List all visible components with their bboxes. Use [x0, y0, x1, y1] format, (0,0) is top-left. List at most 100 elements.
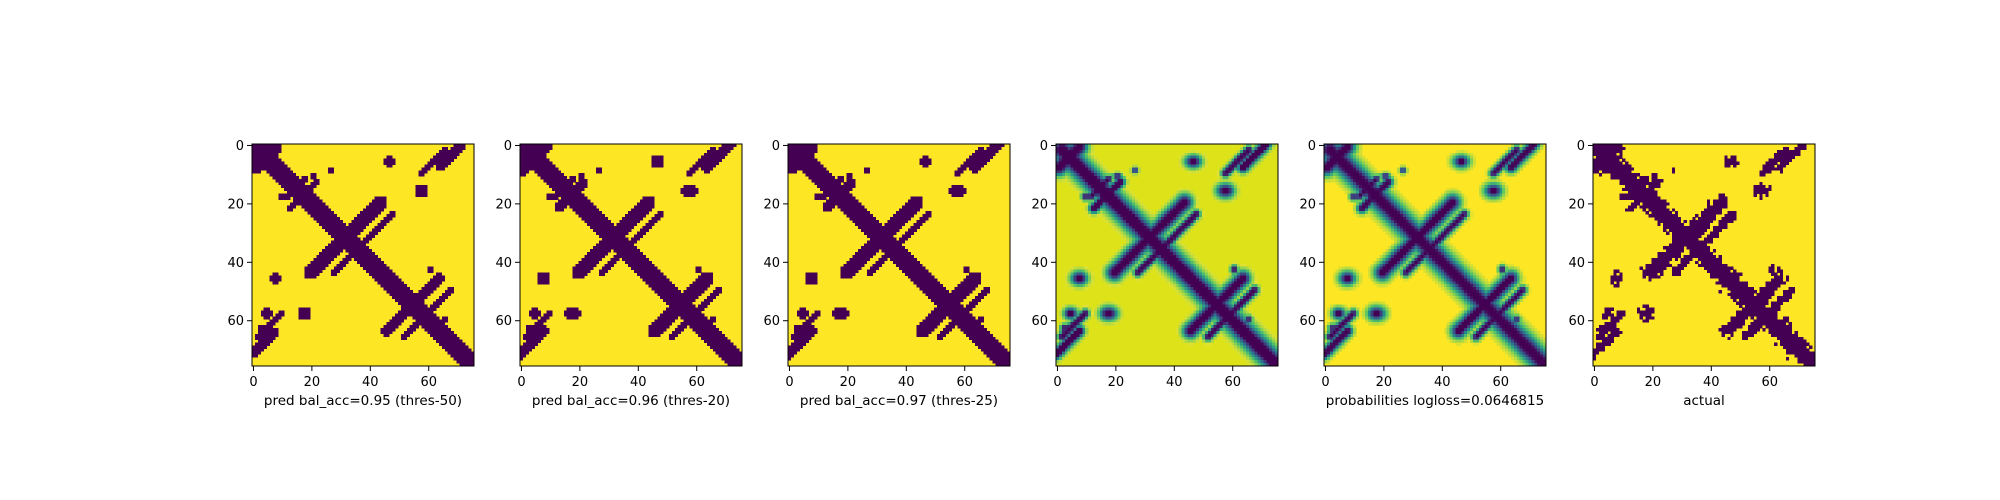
heatmap-cell	[330, 170, 335, 174]
heatmap-cell	[1105, 202, 1109, 206]
heatmap-cell	[668, 316, 673, 320]
heatmap-cell	[307, 263, 311, 267]
heatmap-cell	[266, 164, 270, 168]
heatmap-cell	[456, 345, 460, 349]
heatmap-cell	[557, 202, 562, 206]
heatmap-cell	[896, 228, 900, 232]
heatmap-cell	[802, 316, 806, 320]
heatmap-cell	[974, 164, 979, 168]
heatmap-cell	[1126, 181, 1130, 186]
heatmap-cell	[363, 255, 367, 259]
heatmap-cell	[884, 243, 888, 247]
heatmap-cell	[1190, 190, 1194, 194]
heatmap-cell	[878, 243, 882, 247]
heatmap-cell	[1175, 219, 1179, 224]
heatmap-cell	[433, 313, 437, 317]
heatmap-cell	[972, 161, 976, 165]
heatmap-cell	[557, 205, 562, 209]
heatmap-cell	[555, 167, 559, 171]
heatmap-cell	[333, 217, 338, 221]
heatmap-cell	[427, 284, 431, 288]
heatmap-cell	[1149, 222, 1153, 227]
heatmap-cell	[846, 266, 850, 270]
heatmap-cell	[884, 249, 888, 253]
y-tick-label: 0	[504, 139, 512, 154]
heatmap-cell	[537, 170, 541, 174]
heatmap-cell	[412, 307, 416, 311]
heatmap-cell	[581, 199, 585, 203]
heatmap-cell	[724, 351, 728, 355]
heatmap-cell	[698, 319, 702, 323]
heatmap-cell	[354, 217, 358, 221]
heatmap-cell	[887, 243, 891, 247]
heatmap-cell	[869, 240, 874, 244]
heatmap-cell	[398, 298, 402, 303]
heatmap-cell	[348, 228, 352, 232]
heatmap-cell	[569, 193, 573, 197]
heatmap-cell	[421, 316, 425, 320]
heatmap-cell	[872, 225, 876, 230]
heatmap-cell	[633, 240, 638, 244]
heatmap-cell	[1196, 214, 1200, 218]
heatmap-cell	[666, 278, 670, 282]
heatmap-cell	[980, 149, 985, 154]
heatmap-cell	[709, 278, 714, 282]
heatmap-cell	[581, 269, 585, 273]
heatmap-cell	[872, 234, 876, 238]
heatmap-cell	[453, 354, 457, 358]
heatmap-cell	[852, 266, 856, 270]
heatmap-cell	[1213, 187, 1217, 192]
heatmap-cell	[686, 173, 690, 177]
heatmap-cell	[642, 278, 646, 282]
heatmap-cell	[327, 211, 332, 215]
heatmap-cell	[622, 222, 626, 227]
heatmap-cell	[330, 228, 335, 232]
heatmap-cell	[1251, 144, 1255, 148]
heatmap-cell	[563, 310, 568, 314]
heatmap-cell	[436, 164, 440, 168]
heatmap-cell	[1093, 176, 1098, 180]
heatmap-cell	[581, 184, 585, 189]
heatmap-cell	[966, 316, 970, 320]
heatmap-cell	[948, 298, 952, 303]
heatmap-cell	[374, 228, 378, 232]
heatmap-cell	[269, 333, 273, 338]
heatmap-cell	[814, 316, 818, 320]
heatmap-cell	[254, 149, 259, 154]
x-tick-label: 40	[898, 375, 915, 390]
heatmap-cell	[1219, 173, 1223, 177]
heatmap-cells	[520, 144, 743, 367]
heatmap-cell	[1231, 181, 1235, 186]
heatmap-cell	[727, 348, 731, 352]
heatmap-cell	[715, 161, 719, 165]
heatmap-cell	[531, 328, 535, 332]
heatmap-cell	[799, 310, 803, 314]
heatmap-cell	[557, 199, 562, 203]
heatmap-cell	[584, 199, 588, 203]
heatmap-cell	[438, 158, 443, 162]
heatmap-cell	[546, 328, 550, 332]
heatmap-cell	[1091, 181, 1095, 186]
heatmap-cell	[272, 281, 276, 285]
heatmap-cell	[522, 152, 527, 156]
heatmap-cell	[278, 278, 282, 282]
heatmap-cell	[1181, 196, 1185, 200]
heatmap-cell	[843, 208, 847, 212]
heatmap-cell	[916, 202, 920, 206]
heatmap-cell	[683, 307, 687, 311]
heatmap-cell	[925, 155, 929, 159]
heatmap-cell	[1129, 190, 1133, 194]
heatmap-cell	[319, 263, 323, 267]
heatmap-cell	[963, 307, 967, 311]
heatmap-cell	[569, 307, 573, 311]
heatmap-cell	[805, 336, 809, 341]
heatmap-cell	[555, 205, 559, 209]
heatmap-cell	[1058, 152, 1063, 156]
heatmap-cell	[441, 322, 446, 326]
heatmap-cell	[528, 310, 532, 314]
heatmap-cell	[1129, 196, 1133, 200]
heatmap-cell	[1190, 196, 1194, 200]
heatmap-cell	[383, 275, 387, 279]
heatmap-cell	[438, 295, 443, 300]
heatmap-cell	[1219, 187, 1223, 192]
